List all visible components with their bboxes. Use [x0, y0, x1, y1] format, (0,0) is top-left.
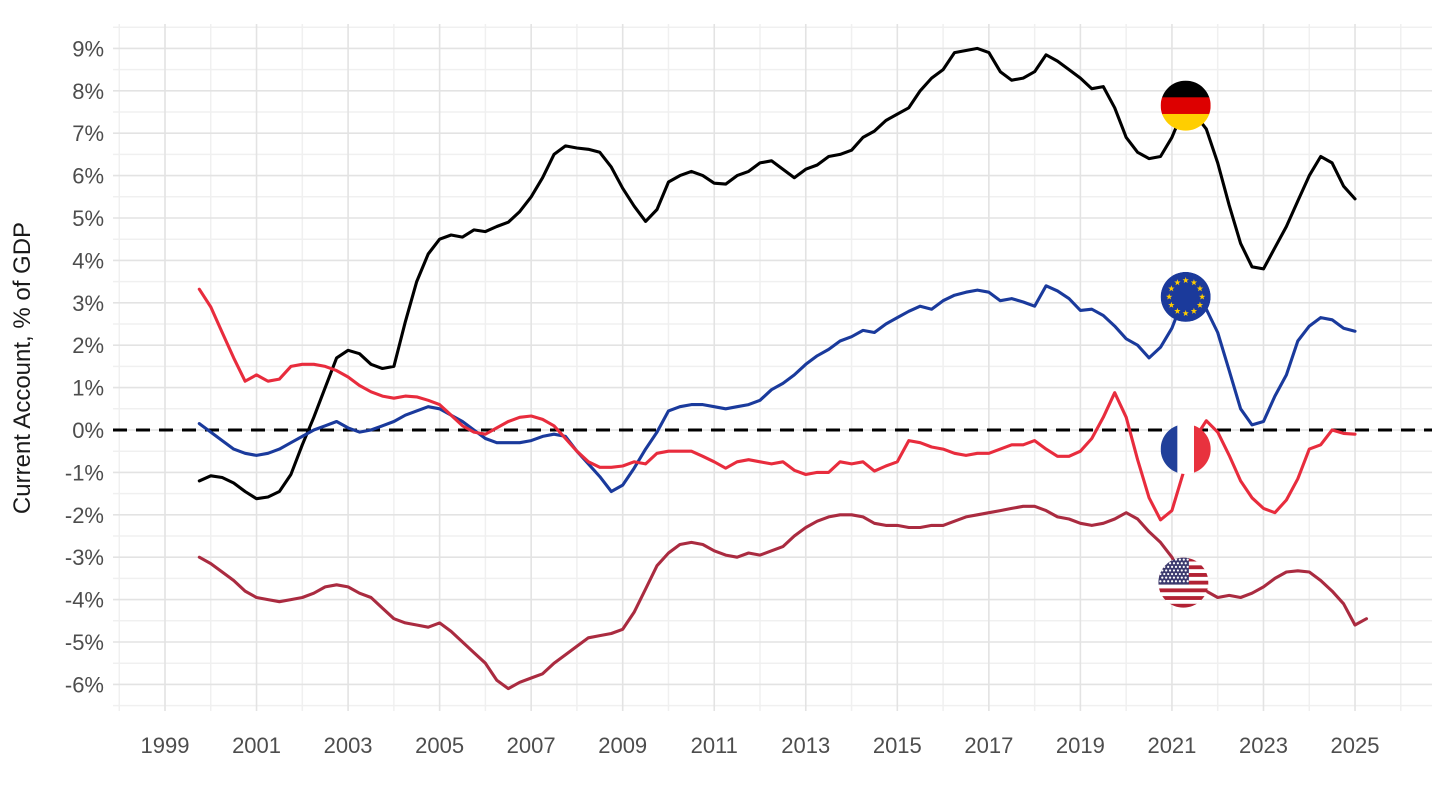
line-germany: [197, 46, 1357, 501]
x-tick-label: 2007: [507, 733, 556, 758]
y-tick-label: 1%: [72, 376, 104, 401]
x-tick-label: 2015: [873, 733, 922, 758]
x-tick-label: 2011: [691, 733, 738, 758]
y-tick-label: 5%: [72, 206, 104, 231]
x-tick-label: 2009: [598, 733, 647, 758]
x-tick-label: 2019: [1056, 733, 1105, 758]
y-tick-label: 8%: [72, 79, 104, 104]
y-tick-label: -3%: [65, 545, 104, 570]
y-tick-label: 4%: [72, 248, 104, 273]
series-lines: [197, 46, 1369, 691]
x-tick-label: 2025: [1331, 733, 1380, 758]
x-tick-label: 2013: [781, 733, 830, 758]
y-tick-label: 7%: [72, 121, 104, 146]
usa-flag-icon: [1158, 557, 1209, 608]
x-tick-label: 2021: [1147, 733, 1196, 758]
flag-markers: [1158, 80, 1211, 608]
gridlines-minor: [113, 24, 1432, 711]
line-usa: [197, 504, 1369, 691]
y-tick-label: 6%: [72, 164, 104, 189]
y-axis-title: Current Account, % of GDP: [9, 222, 36, 514]
france-flag-icon: [1160, 424, 1211, 475]
y-tick-label: -5%: [65, 630, 104, 655]
y-tick-label: -1%: [65, 460, 104, 485]
y-tick-label: -4%: [65, 588, 104, 613]
y-tick-label: 9%: [72, 36, 104, 61]
line-france: [197, 287, 1357, 522]
line-eu: [197, 284, 1357, 494]
germany-flag-icon: [1160, 80, 1211, 131]
y-tick-label: -2%: [65, 503, 104, 528]
x-tick-label: 1999: [141, 733, 190, 758]
y-tick-label: 2%: [72, 333, 104, 358]
gridlines-major: [113, 24, 1432, 711]
eu-flag-icon: [1160, 271, 1211, 322]
x-tick-label: 2001: [232, 733, 281, 758]
axis-tick-labels: 1999 2001 2003 2005 2007 2009 2011 2013 2015 2017…: [65, 36, 1380, 758]
x-tick-label: 2005: [415, 733, 464, 758]
y-tick-label: 0%: [72, 418, 104, 443]
y-tick-label: -6%: [65, 672, 104, 697]
x-tick-label: 2003: [324, 733, 373, 758]
y-tick-label: 3%: [72, 291, 104, 316]
x-tick-label: 2017: [964, 733, 1013, 758]
x-tick-label: 2023: [1239, 733, 1288, 758]
